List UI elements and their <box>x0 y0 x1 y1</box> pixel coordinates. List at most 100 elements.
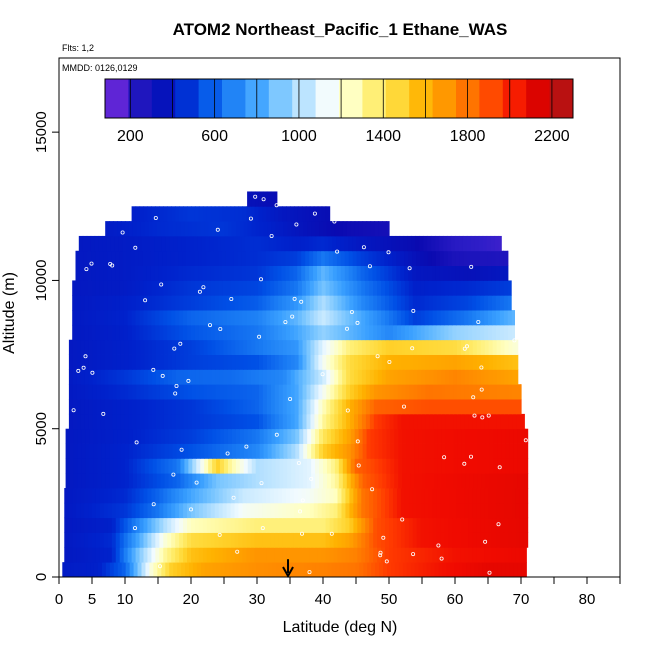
heatmap-cell-2 <box>472 532 477 548</box>
heatmap-cell-6 <box>140 473 146 489</box>
heatmap-cell-15 <box>488 339 494 355</box>
heatmap-cell-5 <box>361 488 366 504</box>
heatmap-cell-19 <box>456 280 461 296</box>
heatmap-cell-20 <box>364 265 370 281</box>
heatmap-cell-2 <box>523 532 529 548</box>
heatmap-cell-14 <box>453 354 458 370</box>
heatmap-cell-21 <box>202 250 207 266</box>
sample-point <box>101 411 106 416</box>
heatmap-cell-12 <box>108 384 114 400</box>
heatmap-cell-11 <box>512 399 517 415</box>
heatmap-cell-9 <box>358 428 364 444</box>
heatmap-cell-4 <box>424 502 430 519</box>
heatmap-cell-6 <box>406 473 411 489</box>
heatmap-cell-10 <box>346 413 351 430</box>
heatmap-cell-22 <box>82 235 88 252</box>
heatmap-cell-15 <box>124 339 129 355</box>
heatmap-cell-20 <box>229 265 235 281</box>
heatmap-cell-6 <box>65 473 71 489</box>
heatmap-cell-4 <box>468 502 473 519</box>
colorbar-swatch <box>409 79 434 118</box>
heatmap-cell-11 <box>342 399 347 415</box>
heatmap-cell-14 <box>346 354 351 370</box>
heatmap-cell-12 <box>270 384 276 400</box>
heatmap-cell-19 <box>313 280 319 296</box>
heatmap-cell-9 <box>176 428 182 444</box>
heatmap-cell-13 <box>456 369 462 385</box>
heatmap-cell-20 <box>237 265 243 281</box>
heatmap-cell-11 <box>381 399 387 415</box>
heatmap-cell-16 <box>507 324 513 341</box>
heatmap-cell-19 <box>151 280 156 296</box>
heatmap-cell-14 <box>326 354 331 370</box>
colorbar-swatch <box>479 79 504 118</box>
heatmap-cell-18 <box>147 295 152 311</box>
heatmap-cell-3 <box>214 517 220 533</box>
heatmap-cell-19 <box>179 280 184 296</box>
heatmap-cell-4 <box>206 502 212 519</box>
heatmap-cell-10 <box>203 413 209 430</box>
heatmap-cell-1 <box>290 547 295 563</box>
heatmap-cell-9 <box>350 428 356 444</box>
heatmap-cell-6 <box>271 473 277 489</box>
heatmap-cell-15 <box>405 339 411 355</box>
heatmap-cell-21 <box>348 250 354 266</box>
sample-point <box>194 480 199 485</box>
y-tick-label: 5000 <box>33 412 50 445</box>
heatmap-cell-4 <box>64 502 69 519</box>
heatmap-cell-7 <box>144 458 150 474</box>
heatmap-cell-8 <box>477 443 482 459</box>
heatmap-cell-20 <box>206 265 211 281</box>
heatmap-cell-7 <box>505 458 510 474</box>
heatmap-cell-19 <box>84 280 89 296</box>
heatmap-cell-16 <box>404 324 410 341</box>
heatmap-cell-11 <box>401 399 407 415</box>
heatmap-cell-15 <box>286 339 292 355</box>
heatmap-cell-5 <box>484 488 489 504</box>
heatmap-cell-5 <box>159 488 164 504</box>
heatmap-cell-1 <box>238 547 244 563</box>
heatmap-cell-14 <box>136 354 141 370</box>
heatmap-cell-5 <box>293 488 299 504</box>
heatmap-cell-7 <box>414 458 419 474</box>
heatmap-cell-2 <box>234 532 240 548</box>
heatmap-cell-1 <box>325 547 331 563</box>
heatmap-cell-21 <box>416 250 421 266</box>
heatmap-cell-6 <box>382 473 387 489</box>
heatmap-cell-12 <box>140 384 145 400</box>
sample-point <box>401 404 406 409</box>
heatmap-cell-18 <box>274 295 279 311</box>
heatmap-cell-15 <box>365 339 371 355</box>
heatmap-cell-7 <box>307 458 312 474</box>
heatmap-cell-6 <box>105 473 110 489</box>
heatmap-cell-17 <box>258 310 263 326</box>
heatmap-cell-3 <box>345 517 350 533</box>
heatmap-cell-11 <box>520 399 522 415</box>
heatmap-cell-14 <box>243 354 248 370</box>
heatmap-cell-14 <box>405 354 411 370</box>
heatmap-cell-6 <box>243 473 249 489</box>
heatmap-cell-4 <box>412 502 418 519</box>
heatmap-cell-18 <box>270 295 275 311</box>
heatmap-cell-12 <box>211 384 217 400</box>
heatmap-cell-9 <box>279 428 284 444</box>
sample-point <box>436 543 441 548</box>
heatmap-cell-1 <box>92 547 97 563</box>
heatmap-cell-22 <box>288 235 294 252</box>
heatmap-cell-7 <box>501 458 506 474</box>
heatmap-cell-20 <box>166 265 172 281</box>
heatmap-cell-3 <box>80 517 85 533</box>
heatmap-cell-0 <box>62 562 67 577</box>
heatmap-cell-11 <box>496 399 502 415</box>
heatmap-cell-13 <box>227 369 232 385</box>
heatmap-cell-20 <box>463 265 469 281</box>
heatmap-cell-14 <box>290 354 296 370</box>
heatmap-cell-1 <box>250 547 255 563</box>
heatmap-cell-10 <box>258 413 264 430</box>
heatmap-cell-3 <box>305 517 311 533</box>
x-tick-label: 20 <box>183 591 200 608</box>
heatmap-cell-1 <box>440 547 446 563</box>
heatmap-cell-1 <box>412 547 418 563</box>
heatmap-cell-3 <box>159 517 164 533</box>
heatmap-cell-11 <box>88 399 94 415</box>
